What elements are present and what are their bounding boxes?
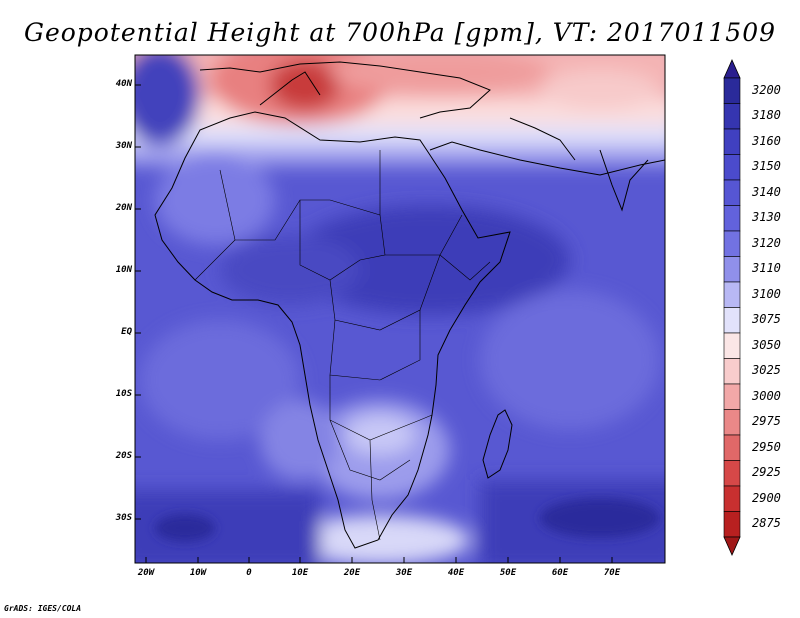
colorbar-box — [723, 358, 741, 385]
lon-label-0: 0 — [246, 568, 252, 578]
lon-label-20w: 20W — [137, 568, 155, 578]
colorbar-level-label: 3160 — [752, 133, 781, 148]
colorbar-level-label: 2975 — [752, 414, 781, 429]
colorbar-level-label: 2875 — [752, 516, 781, 531]
colorbar-level-label: 2925 — [752, 465, 781, 480]
colorbar-box — [723, 230, 741, 257]
axis-ticks — [135, 84, 613, 563]
colorbar-box — [723, 434, 741, 461]
colorbar-box — [723, 281, 741, 308]
lon-label-10e: 10E — [291, 568, 309, 578]
lat-label-10n: 10N — [115, 265, 132, 275]
colorbar-box — [723, 332, 741, 359]
colorbar-box — [723, 205, 741, 232]
borders — [194, 150, 491, 541]
colorbar-level-label: 2900 — [752, 490, 781, 505]
lat-label-30n: 30N — [115, 141, 132, 151]
lat-label-eq: EQ — [121, 327, 132, 337]
lon-label-40e: 40E — [447, 568, 465, 578]
lon-label-10w: 10W — [189, 568, 207, 578]
lat-label-20s: 20S — [115, 451, 132, 461]
height-field — [135, 55, 665, 563]
colorbar-arrow-top — [723, 59, 741, 79]
colorbar-level-label: 3130 — [752, 210, 781, 225]
colorbar-box — [723, 307, 741, 334]
lon-label-60e: 60E — [551, 568, 569, 578]
lon-label-20e: 20E — [343, 568, 361, 578]
lat-label-20n: 20N — [115, 203, 132, 213]
lat-label-10s: 10S — [115, 389, 132, 399]
lat-label-30s: 30S — [115, 513, 132, 523]
colorbar-level-label: 3180 — [752, 108, 781, 123]
coastlines — [154, 61, 665, 549]
colorbar-box — [723, 383, 741, 410]
colorbar-box — [723, 103, 741, 130]
colorbar-level-label: 3150 — [752, 159, 781, 174]
footer-credit: GrADS: IGES/COLA — [4, 604, 82, 613]
colorbar-box — [723, 77, 741, 104]
colorbar-level-label: 2950 — [752, 439, 781, 454]
colorbar-box — [723, 460, 741, 487]
lat-label-40n: 40N — [115, 79, 132, 89]
colorbar-level-label: 3000 — [752, 388, 781, 403]
colorbar-arrow-bottom — [723, 536, 741, 556]
colorbar-box — [723, 256, 741, 283]
lon-label-50e: 50E — [499, 568, 517, 578]
colorbar — [723, 59, 741, 556]
colorbar-box — [723, 511, 741, 538]
map-frame — [134, 54, 666, 564]
colorbar-level-label: 3140 — [752, 184, 781, 199]
colorbar-box — [723, 179, 741, 206]
colorbar-box — [723, 409, 741, 436]
colorbar-level-label: 3200 — [752, 82, 781, 97]
lon-label-30e: 30E — [395, 568, 413, 578]
colorbar-box — [723, 128, 741, 155]
colorbar-level-label: 3120 — [752, 235, 781, 250]
colorbar-level-label: 3025 — [752, 363, 781, 378]
colorbar-level-label: 3075 — [752, 312, 781, 327]
colorbar-level-label: 3100 — [752, 286, 781, 301]
map-title: Geopotential Height at 700hPa [gpm], VT:… — [23, 18, 777, 47]
lon-label-70e: 70E — [603, 568, 621, 578]
colorbar-level-label: 3110 — [752, 261, 781, 276]
colorbar-level-label: 3050 — [752, 337, 781, 352]
colorbar-box — [723, 154, 741, 181]
colorbar-box — [723, 485, 741, 512]
